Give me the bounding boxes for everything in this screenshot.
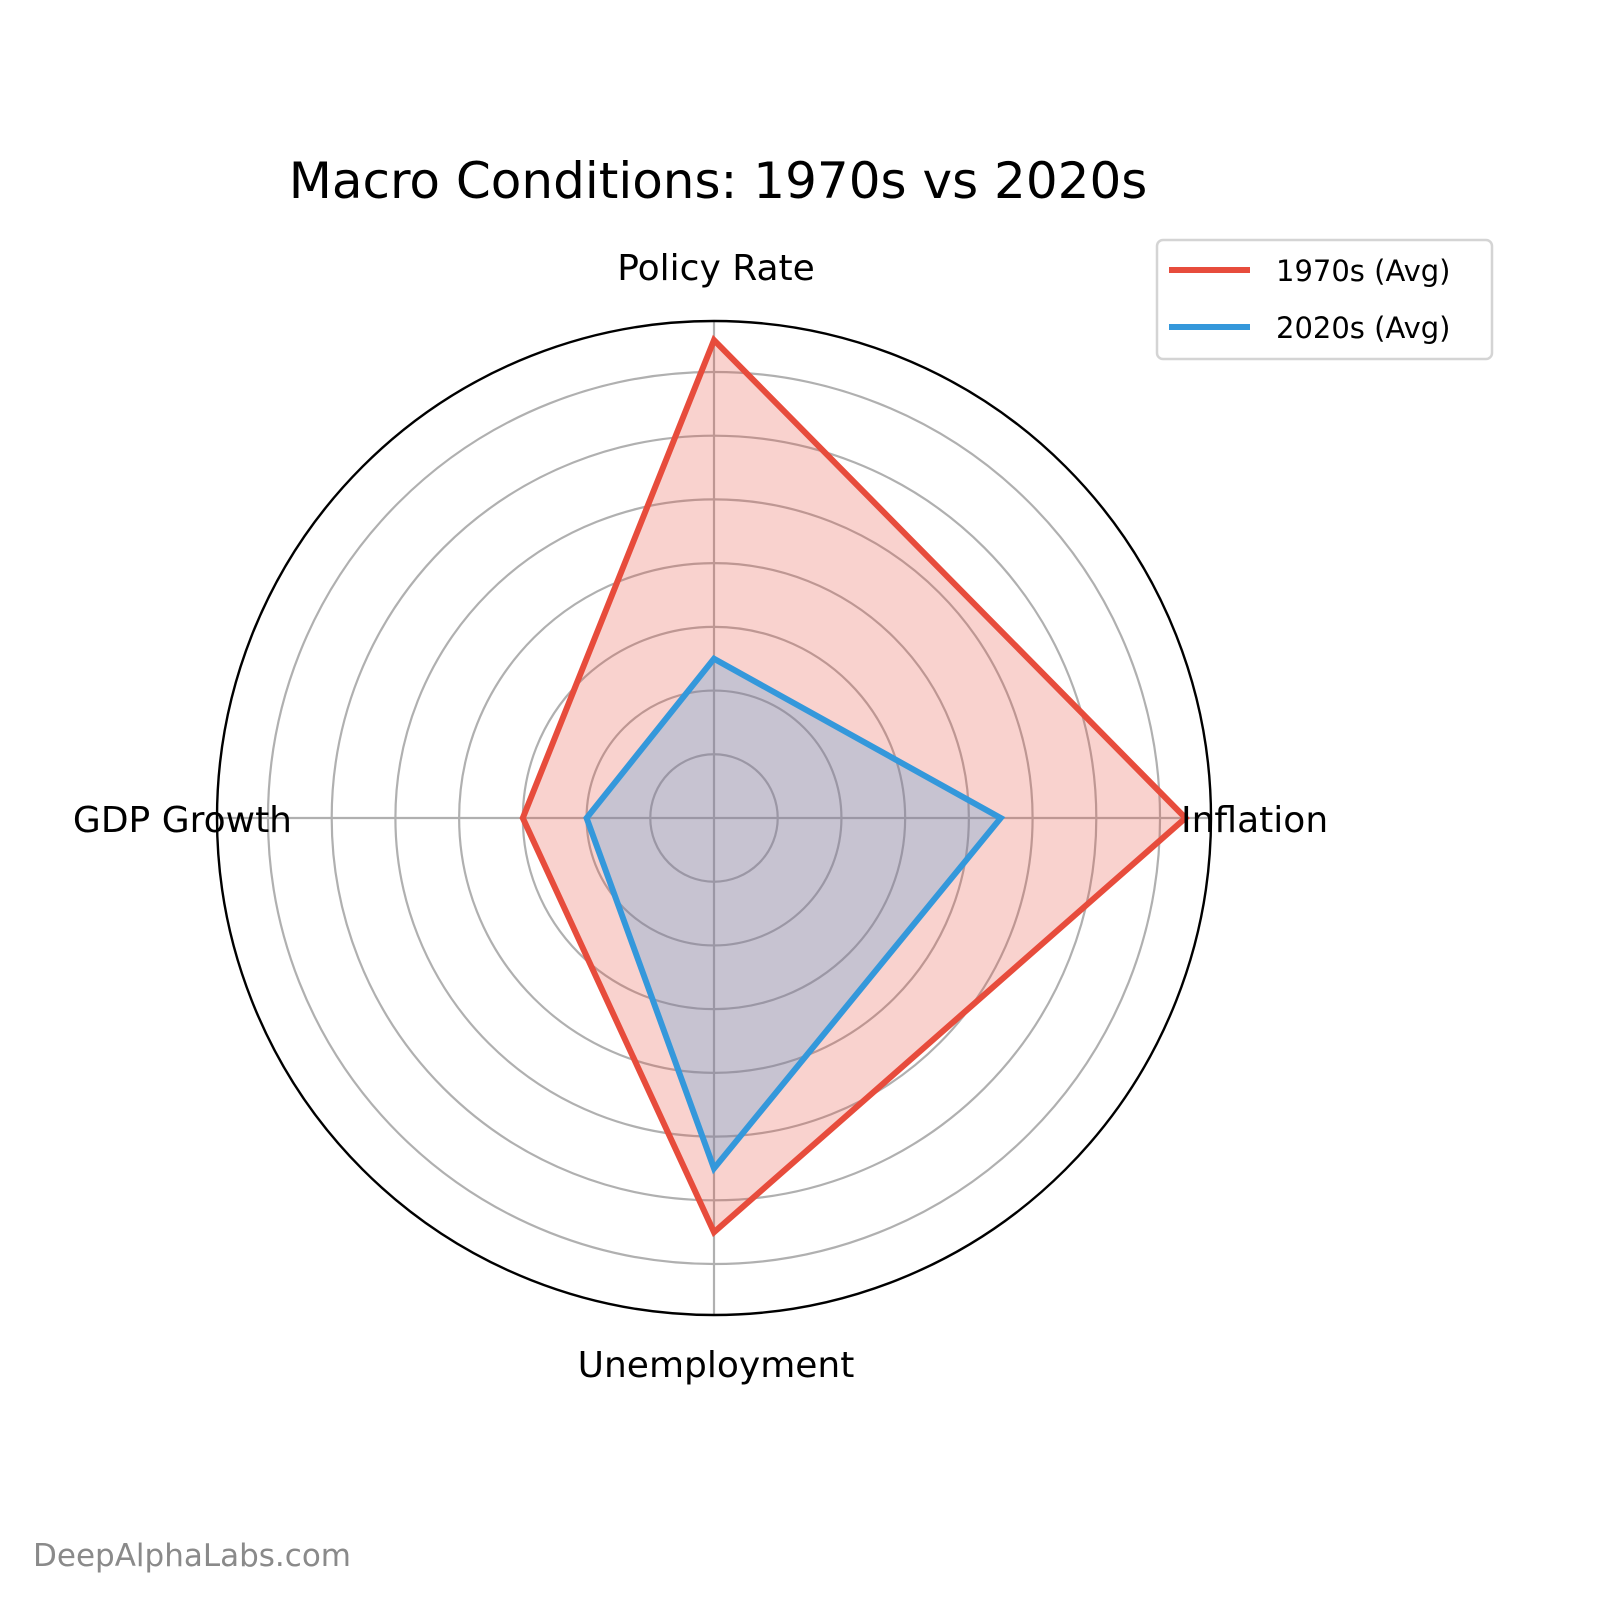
series-line-1970s <box>519 334 1190 1238</box>
legend: 1970s (Avg) 2020s (Avg) <box>1155 238 1494 361</box>
series-layer <box>519 334 1190 1238</box>
axis-label-inflation: Inflation <box>1181 800 1328 841</box>
axis-label-policy-rate: Policy Rate <box>617 248 815 289</box>
series-line-2020s <box>583 654 1006 1175</box>
watermark: DeepAlphaLabs.com <box>33 1538 351 1574</box>
legend-label-1970s: 1970s (Avg) <box>1276 254 1450 288</box>
chart-title: Macro Conditions: 1970s vs 2020s <box>289 152 1148 210</box>
legend-label-2020s: 2020s (Avg) <box>1276 311 1450 345</box>
axis-label-unemployment: Unemployment <box>578 1345 855 1386</box>
polar-grid <box>217 321 1211 1315</box>
series-fill-2020s <box>586 658 1001 1169</box>
outer-frame <box>215 319 1213 1317</box>
axis-label-gdp-growth: GDP Growth <box>73 800 292 841</box>
axis-labels: Inflation Policy Rate GDP Growth Unemployme… <box>73 248 1328 1386</box>
series-fill-1970s <box>522 340 1186 1233</box>
